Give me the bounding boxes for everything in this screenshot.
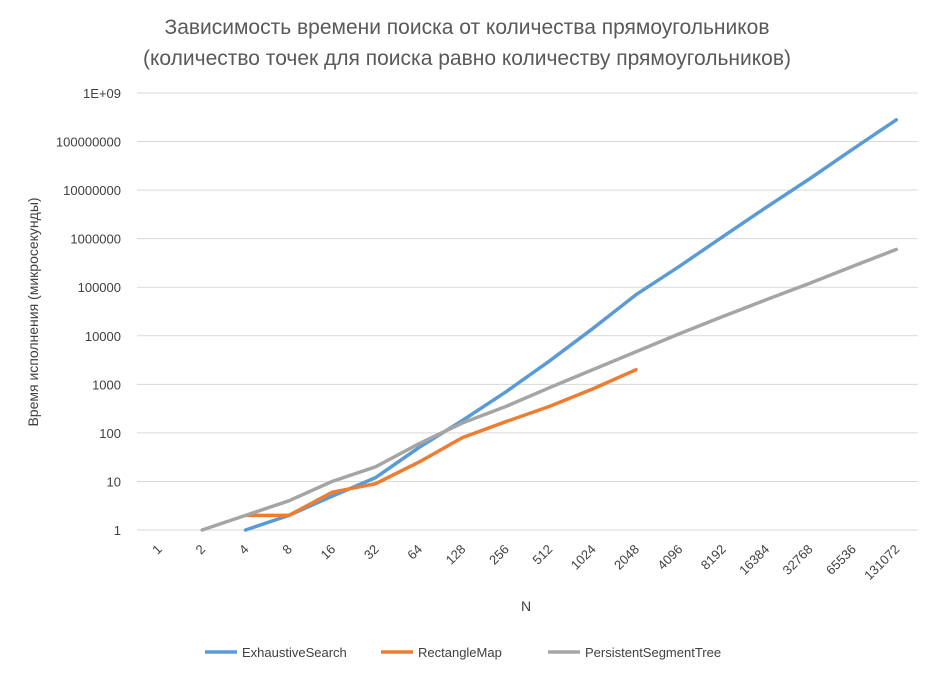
data-point <box>895 118 898 122</box>
data-point <box>851 147 855 151</box>
x-tick-label: 8192 <box>698 542 729 573</box>
data-point <box>417 446 421 449</box>
data-point <box>591 327 594 330</box>
y-axis-label: Время исполнения (микросекунды) <box>25 197 41 426</box>
y-tick-label: 100000 <box>78 280 121 295</box>
series-line <box>200 247 899 532</box>
chart-title-line1: Зависимость времени поиска от количества… <box>165 16 770 39</box>
chart-title-line2: (количество точек для поиска равно колич… <box>143 47 791 70</box>
series-lines <box>200 118 899 532</box>
data-point <box>591 387 594 391</box>
series-ExhaustiveSearch <box>243 118 899 532</box>
y-tick-label: 1 <box>114 523 121 538</box>
data-point <box>504 420 508 423</box>
y-tick-label: 1E+09 <box>83 86 121 101</box>
data-point <box>808 282 811 285</box>
x-tick-label: 512 <box>529 542 555 568</box>
series-line <box>243 367 638 518</box>
series-line <box>243 118 899 532</box>
x-tick-label: 32 <box>361 542 382 563</box>
legend: ExhaustiveSearch RectangleMap PersistentSe… <box>205 645 721 660</box>
x-tick-label: 65536 <box>823 542 859 578</box>
x-tick-label: 32768 <box>779 542 815 578</box>
data-point <box>331 494 334 498</box>
y-tick-label: 1000 <box>92 377 121 392</box>
data-point <box>591 368 594 371</box>
data-point <box>504 405 508 408</box>
data-point <box>678 265 681 268</box>
data-point <box>417 460 421 464</box>
x-tick-label: 8 <box>279 542 295 558</box>
data-point <box>678 332 681 335</box>
x-tick-label: 2 <box>192 542 208 558</box>
y-tick-label: 10000000 <box>63 183 121 198</box>
series-RectangleMap <box>243 367 638 518</box>
x-tick-label: 64 <box>404 542 425 563</box>
x-tick-label: 2048 <box>611 542 642 573</box>
data-point <box>374 476 377 479</box>
data-point <box>547 405 551 408</box>
legend-label: PersistentSegmentTree <box>585 645 721 660</box>
series-PersistentSegmentTree <box>200 247 899 532</box>
y-tick-label: 10 <box>107 474 121 489</box>
data-point <box>244 514 247 517</box>
y-tick-label: 100000000 <box>56 135 121 150</box>
data-point <box>547 386 551 389</box>
x-tick-label: 4096 <box>654 542 685 573</box>
data-point <box>331 491 334 494</box>
y-tick-label: 100 <box>99 426 121 441</box>
x-axis-ticks: 1 2 4 8 16 32 64 128 256 512 1024 2048 4096 8192 16384… <box>149 542 902 583</box>
data-point <box>417 442 421 445</box>
data-point <box>287 514 291 517</box>
gridlines <box>137 92 918 531</box>
data-point <box>808 177 811 181</box>
data-point <box>374 482 377 485</box>
x-tick-label: 256 <box>486 542 512 568</box>
x-tick-label: 1024 <box>568 542 599 573</box>
x-axis-label: N <box>521 598 531 614</box>
y-axis-ticks: 1 10 100 1000 10000 100000 1000000 10000000 1000… <box>56 86 121 538</box>
data-point <box>504 390 508 394</box>
data-point <box>851 265 855 268</box>
x-tick-label: 131072 <box>861 542 902 583</box>
y-tick-label: 1000000 <box>70 232 121 247</box>
legend-label: RectangleMap <box>418 645 502 660</box>
data-point <box>374 465 377 469</box>
x-tick-label: 16 <box>318 542 339 563</box>
data-point <box>461 421 464 425</box>
x-tick-label: 4 <box>236 542 252 558</box>
data-point <box>721 235 724 238</box>
data-point <box>331 480 334 483</box>
data-point <box>764 206 768 209</box>
legend-label: ExhaustiveSearch <box>242 645 347 660</box>
x-tick-label: 16384 <box>736 542 772 578</box>
data-point <box>634 293 638 296</box>
x-tick-label: 1 <box>149 542 165 558</box>
data-point <box>634 368 638 371</box>
data-point <box>461 436 464 439</box>
data-point <box>764 298 768 302</box>
data-point <box>721 315 724 318</box>
data-point <box>244 528 247 532</box>
data-point <box>287 499 291 502</box>
data-point <box>634 350 638 353</box>
data-point <box>895 248 898 251</box>
data-point <box>200 528 204 532</box>
x-tick-label: 128 <box>443 542 469 568</box>
data-point <box>547 359 551 363</box>
y-tick-label: 10000 <box>85 329 121 344</box>
